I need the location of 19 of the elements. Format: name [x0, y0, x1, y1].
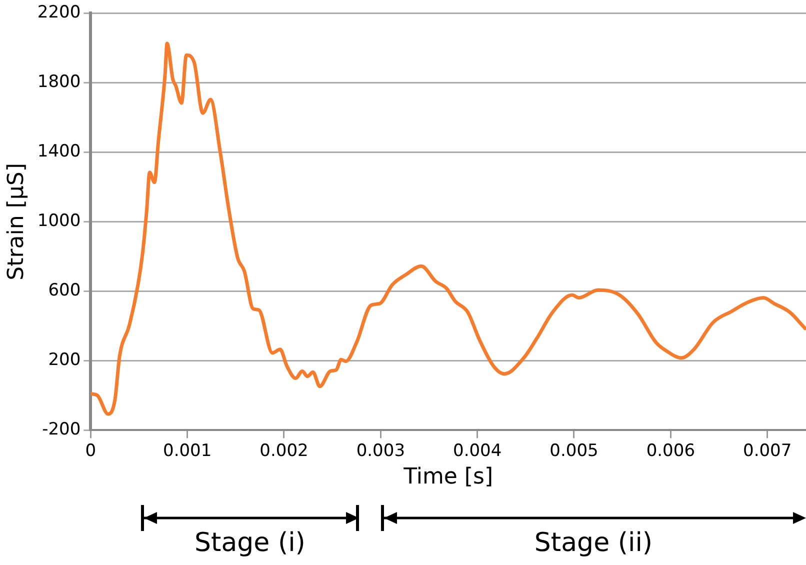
y-tick-label: -200	[42, 420, 81, 440]
x-tick-label: 0.003	[356, 440, 405, 461]
x-tick-label: 0	[85, 440, 96, 461]
text: Stage (ii)	[534, 528, 653, 558]
x-tick-label: 0.002	[260, 440, 308, 461]
x-axis-title: Time [s]	[402, 464, 494, 490]
x-tick-label: 0.007	[742, 440, 792, 461]
y-tick-label: 2200	[37, 2, 81, 23]
text: Stage (i)	[194, 528, 306, 558]
x-tick-label: 0.004	[452, 440, 502, 461]
y-tick-label: 1800	[37, 72, 81, 92]
y-tick-label: 1400	[37, 142, 81, 162]
y-tick-label: 1000	[37, 211, 81, 232]
x-tick-label: 0.005	[550, 440, 598, 461]
x-tick-label: 0.006	[646, 440, 695, 461]
y-axis-title: Strain [µS]	[4, 163, 29, 280]
y-tick-label: 200	[48, 350, 81, 370]
y-tick-label: 600	[48, 280, 81, 301]
x-tick-label: 0.001	[162, 440, 212, 461]
